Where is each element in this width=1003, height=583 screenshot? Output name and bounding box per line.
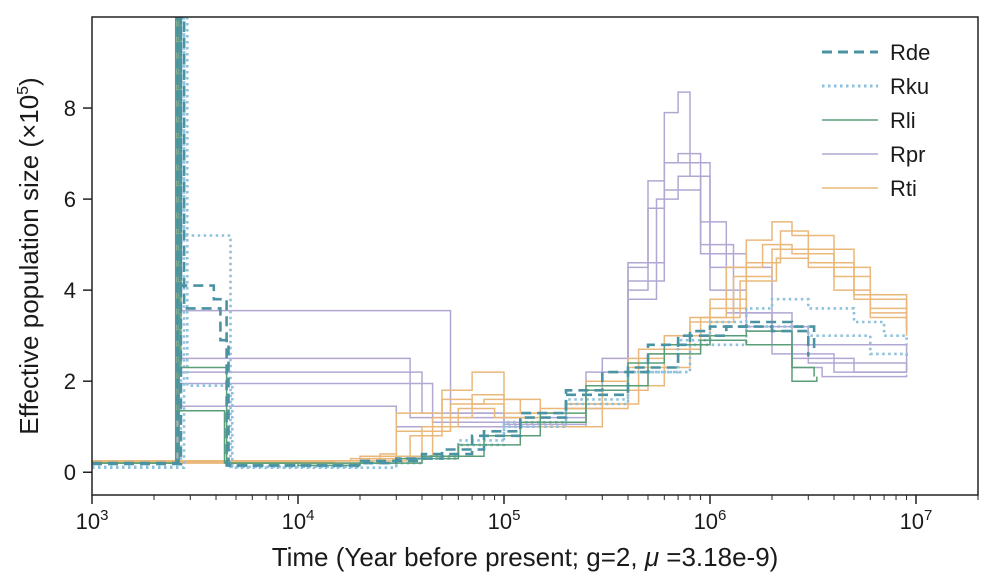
series-line-rku-0 bbox=[92, 17, 908, 469]
series-line-rli-1 bbox=[92, 17, 818, 464]
x-tick-base: 10 bbox=[282, 509, 306, 534]
x-tick-label: 107 bbox=[900, 507, 933, 534]
legend-label-rpr: Rpr bbox=[890, 142, 925, 167]
legend-label-rli: Rli bbox=[890, 108, 916, 133]
x-tick-base: 10 bbox=[900, 509, 924, 534]
legend-label-rde: Rde bbox=[890, 40, 930, 65]
x-axis-label: Time (Year before present; g=2, μ =3.18e… bbox=[272, 542, 779, 572]
series-line-rpr-1 bbox=[92, 152, 908, 464]
y-tick-label: 0 bbox=[64, 460, 76, 485]
series-line-rpr-0 bbox=[92, 17, 908, 464]
x-tick-label: 104 bbox=[282, 507, 315, 534]
series-layer bbox=[92, 17, 908, 469]
y-tick-label: 6 bbox=[64, 187, 76, 212]
y-tick-label: 4 bbox=[64, 278, 76, 303]
x-tick-exp: 5 bbox=[512, 507, 520, 524]
x-tick-exp: 4 bbox=[306, 507, 314, 524]
x-tick-base: 10 bbox=[488, 509, 512, 534]
x-tick-exp: 3 bbox=[100, 507, 108, 524]
x-tick-exp: 7 bbox=[924, 507, 932, 524]
x-tick-label: 106 bbox=[694, 507, 727, 534]
series-line-rti-4 bbox=[92, 257, 908, 462]
legend: Rde Rku Rli Rpr Rti bbox=[822, 40, 930, 201]
y-axis-label: Effective population size (×105) bbox=[14, 77, 44, 434]
series-line-rpr-2 bbox=[92, 175, 907, 464]
x-axis-label-main: Time (Year before present; g=2, bbox=[272, 542, 645, 572]
y-axis-label-main: Effective population size (×10 bbox=[14, 95, 44, 435]
y-tick-label: 2 bbox=[64, 369, 76, 394]
series-line-rpr-3 bbox=[92, 189, 908, 464]
series-line-rti-0 bbox=[92, 221, 908, 464]
x-tick-base: 10 bbox=[76, 509, 100, 534]
y-axis-label-exp: 5 bbox=[15, 86, 32, 95]
y-axis-label-close: ) bbox=[14, 77, 44, 86]
series-line-rli-0 bbox=[92, 17, 815, 467]
x-axis: 103 104 105 106 107 bbox=[76, 495, 979, 534]
series-line-rku-1 bbox=[92, 17, 908, 469]
x-tick-label: 103 bbox=[76, 507, 109, 534]
y-axis: 0 2 4 6 8 bbox=[64, 96, 92, 485]
x-tick-base: 10 bbox=[694, 509, 718, 534]
x-tick-exp: 6 bbox=[718, 507, 726, 524]
legend-label-rku: Rku bbox=[890, 74, 929, 99]
x-axis-label-mu: μ bbox=[644, 542, 659, 572]
plot-frame bbox=[91, 16, 979, 496]
x-axis-label-tail: =3.18e-9) bbox=[659, 542, 778, 572]
x-tick-label: 105 bbox=[488, 507, 521, 534]
y-tick-label: 8 bbox=[64, 96, 76, 121]
legend-label-rti: Rti bbox=[890, 176, 917, 201]
series-line-rde-0 bbox=[92, 17, 816, 467]
